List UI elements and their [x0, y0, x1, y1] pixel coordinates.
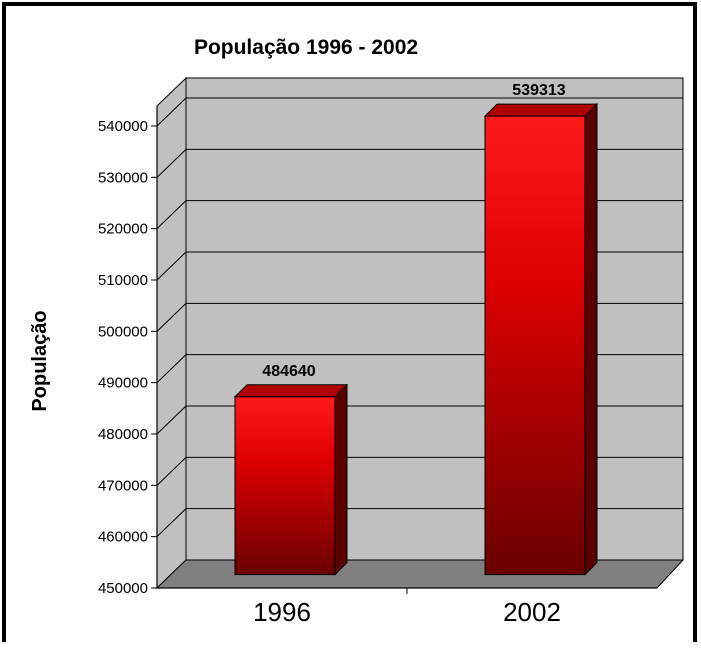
gridline-side — [156, 200, 187, 230]
bar — [234, 396, 336, 576]
bar-chart: População 1996 - 2002 População 450000 46… — [29, 36, 685, 627]
y-tick-label: 500000 — [98, 323, 148, 340]
y-tick-label: 540000 — [98, 118, 148, 135]
gridline-side — [156, 354, 187, 384]
gridline-side — [156, 148, 187, 178]
y-tick-label: 480000 — [98, 426, 148, 443]
bar-top — [483, 103, 599, 117]
bar-side — [334, 383, 348, 576]
y-tick-label: 470000 — [98, 477, 148, 494]
y-tick-label: 510000 — [98, 272, 148, 289]
chart-title: População 1996 - 2002 — [194, 36, 418, 59]
gridline-side — [156, 405, 187, 435]
plot-area: 450000 460000 470000 480000 490000 500000 5100… — [98, 76, 685, 627]
side-wall — [156, 76, 187, 590]
y-tick-label: 450000 — [98, 580, 148, 597]
y-tick-label: 520000 — [98, 221, 148, 238]
x-tick-label: 2002 — [503, 597, 561, 627]
y-tick-label: 460000 — [98, 529, 148, 546]
x-tick-label: 1996 — [253, 597, 311, 627]
gridline-side — [156, 251, 187, 281]
gridline-side — [156, 302, 187, 332]
gridline-side — [156, 97, 187, 127]
gridline-side — [156, 456, 187, 486]
y-tick-label: 530000 — [98, 169, 148, 186]
gridline-side — [156, 508, 187, 538]
bar-side — [584, 102, 598, 576]
bar — [484, 115, 586, 576]
data-label: 484640 — [262, 363, 315, 380]
chart-frame: População 1996 - 2002 População 450000 46… — [2, 2, 697, 642]
y-axis-label: População — [29, 310, 51, 411]
data-label: 539313 — [512, 82, 565, 99]
bar-top — [233, 384, 349, 398]
y-tick-label: 490000 — [98, 375, 148, 392]
